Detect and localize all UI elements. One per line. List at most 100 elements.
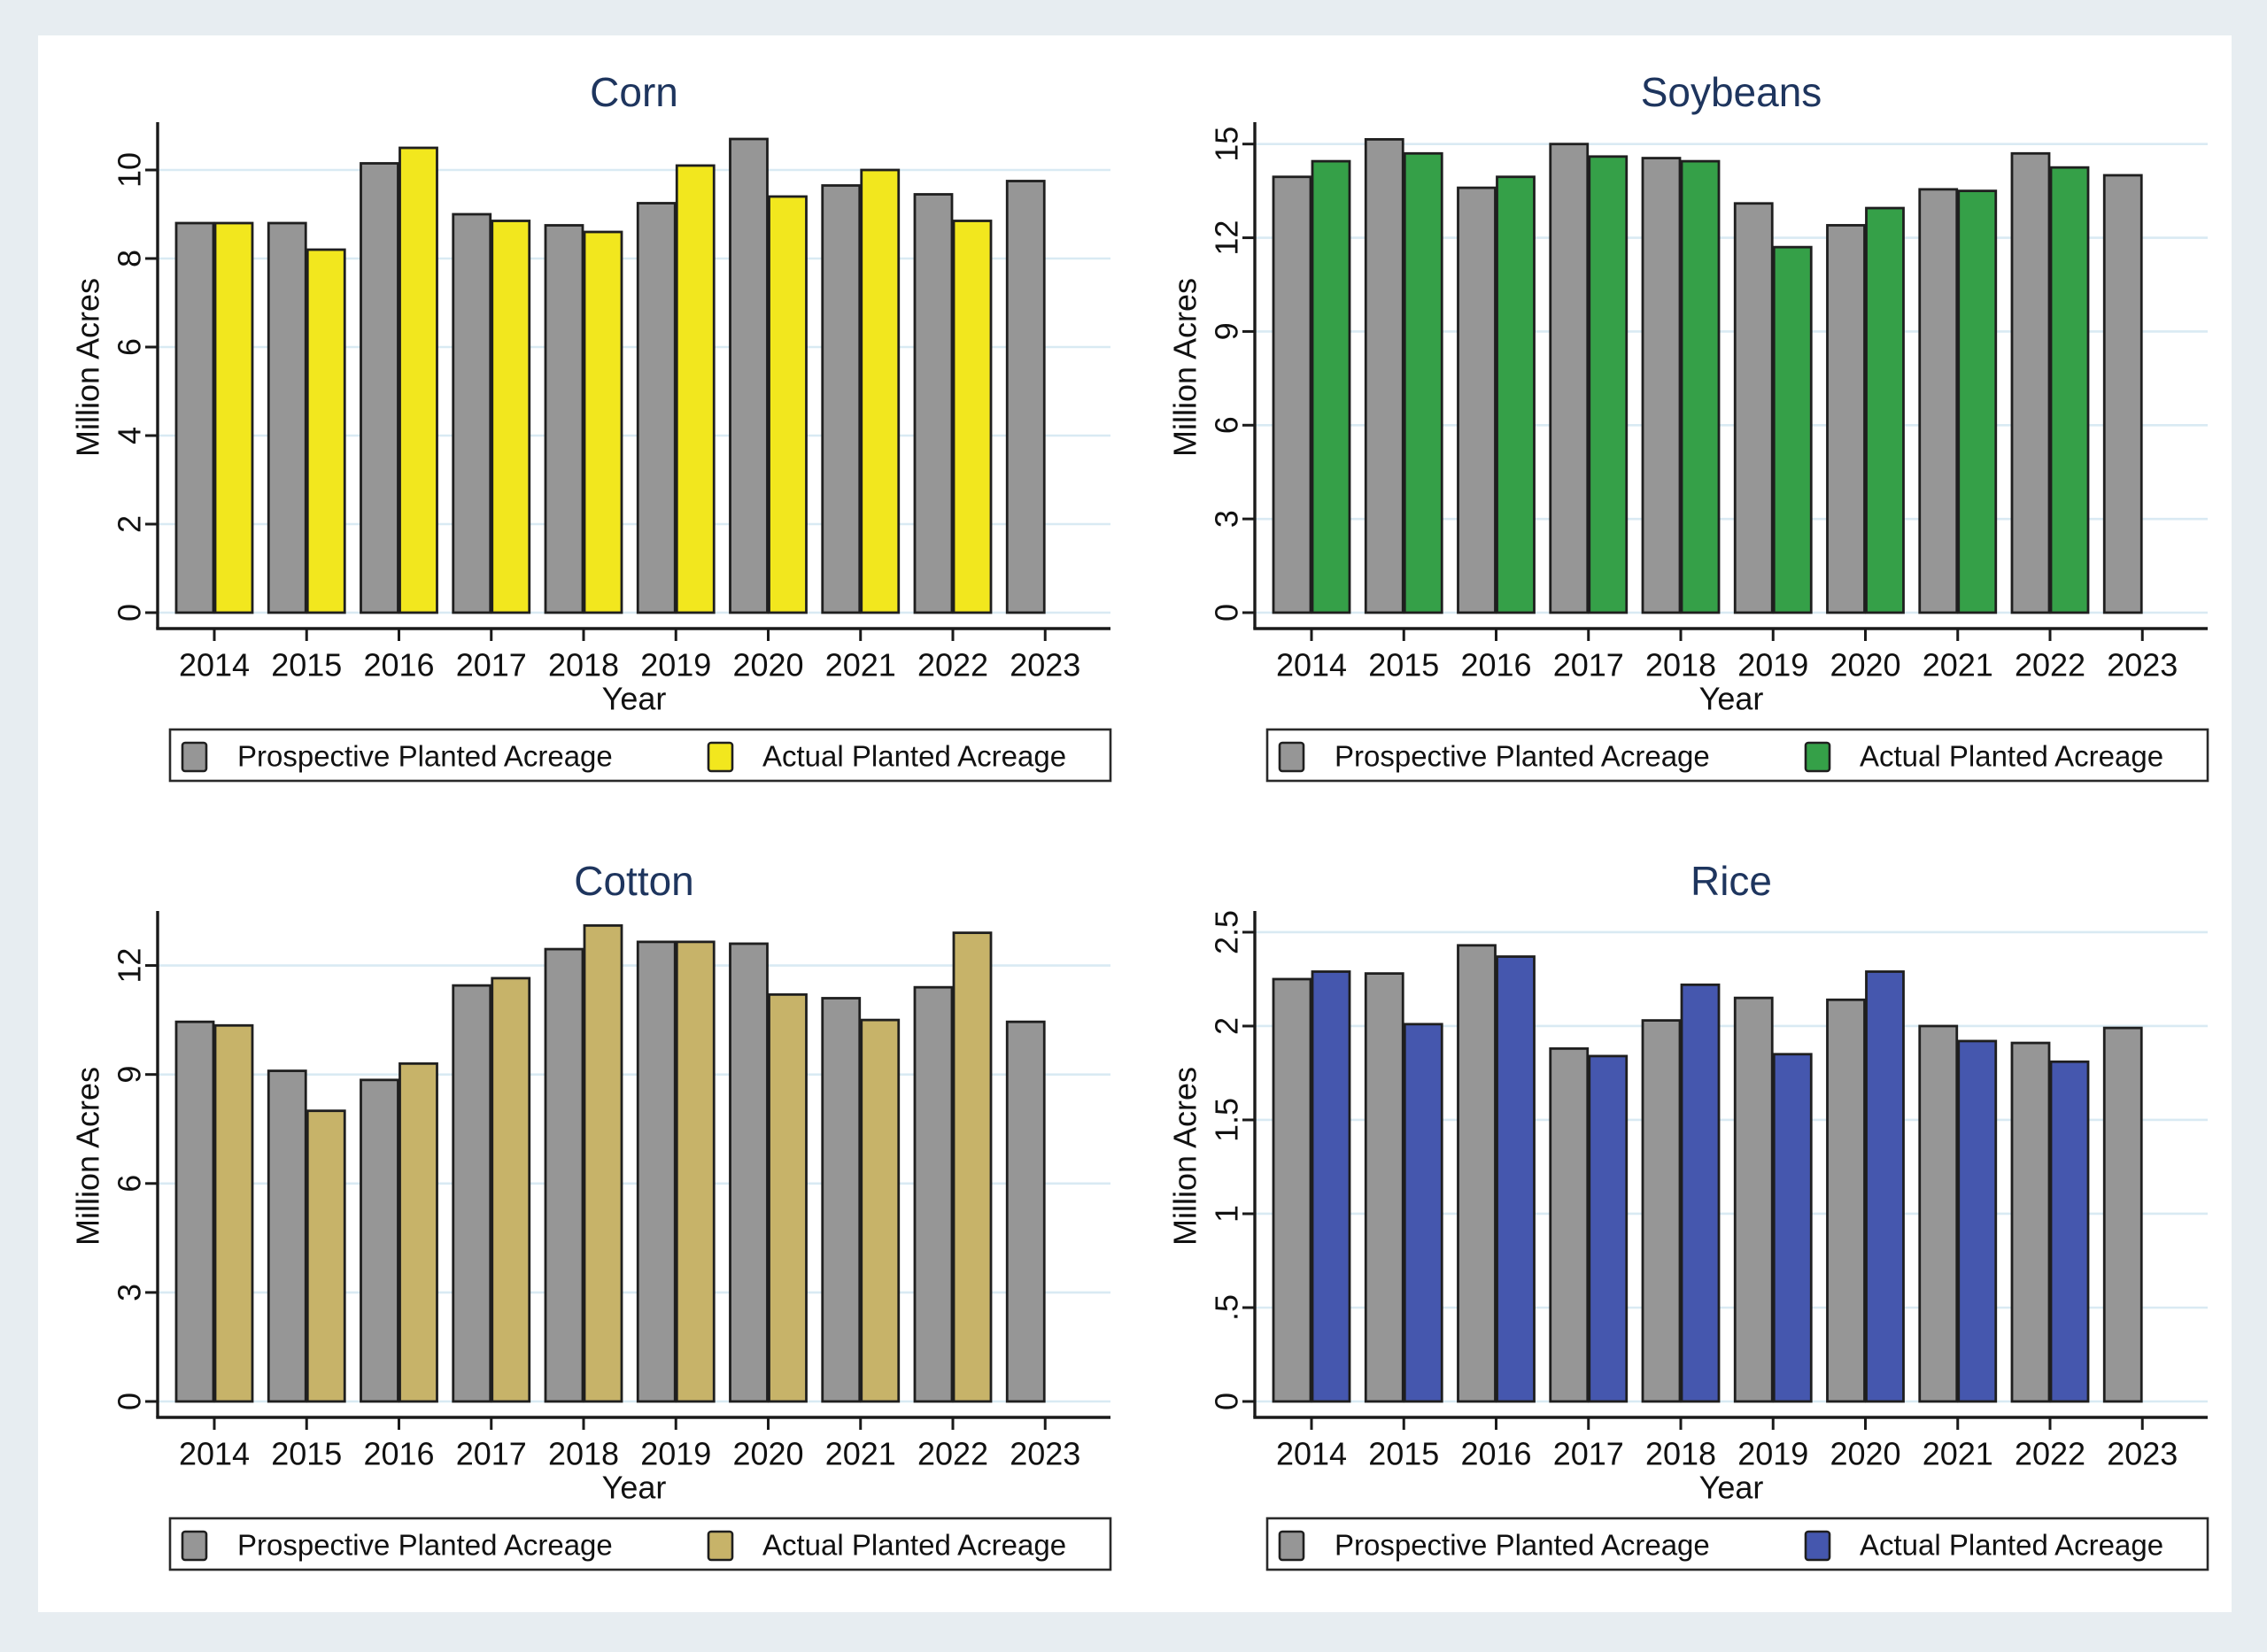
corn-y-ticks: 0 2 4 6 8 10 bbox=[112, 152, 158, 621]
cotton-bar-2014-actual bbox=[213, 1023, 254, 1403]
corn-y-tick-label-3: 6 bbox=[112, 338, 148, 356]
soybeans-bar-2022-prospective bbox=[2010, 151, 2051, 614]
cotton-bar-2020-prospective bbox=[729, 942, 769, 1403]
corn-bar-2019-actual bbox=[675, 164, 716, 614]
cotton-bar-2016-actual bbox=[398, 1061, 438, 1403]
rice-legend-label-actual: Actual Planted Acreage bbox=[1860, 1529, 2163, 1562]
rice-legend-box bbox=[1265, 1517, 2209, 1571]
soybeans-y-axis-title: Million Acres bbox=[1167, 278, 1203, 457]
corn-bar-2019-prospective bbox=[636, 202, 677, 614]
corn-title: Corn bbox=[590, 69, 678, 115]
cotton-bar-2016-prospective bbox=[360, 1078, 399, 1403]
rice-legend: Prospective Planted Acreage Actual Plante… bbox=[1265, 1517, 2209, 1571]
rice-y-tick-label-4: 2 bbox=[1209, 1017, 1245, 1035]
soybeans-y-ticks: 0 3 6 9 12 15 bbox=[1209, 127, 1255, 621]
corn-bar-2022-prospective bbox=[913, 193, 954, 614]
corn-y-tick-label-5: 10 bbox=[112, 152, 148, 188]
soybeans-legend: Prospective Planted Acreage Actual Plante… bbox=[1265, 728, 2209, 783]
cotton-y-ticks: 0 3 6 9 12 bbox=[112, 948, 158, 1410]
soybeans-bar-2023-prospective bbox=[2102, 174, 2143, 614]
rice-chart-panel: 0 .5 1 1.5 2 2.5 Million Acres 2014 2015 2016 2017… bbox=[1167, 858, 2209, 1571]
corn-chart-panel: 0 2 4 6 8 10 Million Acres 2014 2015 2016 2017 2018… bbox=[70, 69, 1112, 783]
cotton-bar-2018-actual bbox=[583, 924, 623, 1403]
corn-x-tick-label-2016: 2016 bbox=[363, 647, 434, 683]
cotton-y-tick-label-3: 9 bbox=[112, 1066, 148, 1084]
cotton-x-ticks: 2014 2015 2016 2017 2018 2019 2020 2021 2022 2023 bbox=[179, 1417, 1080, 1472]
soybeans-bar-2021-actual bbox=[1957, 189, 1998, 614]
soybeans-y-tick-label-1: 3 bbox=[1209, 510, 1245, 528]
soybeans-legend-label-actual: Actual Planted Acreage bbox=[1860, 740, 2163, 773]
soybeans-bar-2020-actual bbox=[1865, 206, 1905, 614]
soybeans-x-ticks: 2014 2015 2016 2017 2018 2019 2020 2021 2022 2023 bbox=[1276, 629, 2178, 683]
corn-x-tick-label-2017: 2017 bbox=[456, 647, 527, 683]
cotton-x-tick-label-2020: 2020 bbox=[732, 1436, 803, 1472]
rice-y-tick-label-5: 2.5 bbox=[1209, 910, 1245, 954]
rice-x-tick-label-2015: 2015 bbox=[1368, 1436, 1439, 1472]
rice-y-ticks: 0 .5 1 1.5 2 2.5 bbox=[1209, 910, 1255, 1410]
corn-y-tick-label-0: 0 bbox=[112, 604, 148, 621]
cotton-bar-2015-actual bbox=[306, 1109, 346, 1403]
rice-y-tick-label-0: 0 bbox=[1209, 1393, 1245, 1410]
cotton-legend-swatch-prospective bbox=[181, 1530, 208, 1562]
rice-x-tick-label-2016: 2016 bbox=[1460, 1436, 1531, 1472]
corn-bar-2017-prospective bbox=[452, 212, 492, 614]
rice-bar-2020-prospective bbox=[1826, 998, 1866, 1403]
cotton-bar-2014-prospective bbox=[174, 1020, 215, 1403]
rice-legend-swatch-actual bbox=[1804, 1530, 1831, 1562]
rice-legend-swatch-prospective bbox=[1278, 1530, 1305, 1562]
cotton-legend: Prospective Planted Acreage Actual Plante… bbox=[168, 1517, 1112, 1571]
cotton-bar-2017-prospective bbox=[452, 984, 492, 1403]
soybeans-bar-2014-prospective bbox=[1272, 175, 1312, 614]
rice-x-tick-label-2023: 2023 bbox=[2107, 1436, 2178, 1472]
soybeans-x-tick-label-2020: 2020 bbox=[1830, 647, 1900, 683]
corn-x-tick-label-2015: 2015 bbox=[271, 647, 342, 683]
cotton-bar-2017-actual bbox=[491, 977, 531, 1403]
cotton-y-tick-label-0: 0 bbox=[112, 1393, 148, 1410]
rice-bar-2019-prospective bbox=[1733, 996, 1774, 1403]
soybeans-x-tick-label-2021: 2021 bbox=[1923, 647, 1993, 683]
soybeans-bar-2018-actual bbox=[1680, 159, 1721, 614]
cotton-legend-label-prospective: Prospective Planted Acreage bbox=[237, 1529, 613, 1562]
rice-bar-2021-actual bbox=[1957, 1039, 1998, 1403]
rice-y-axis-title: Million Acres bbox=[1167, 1067, 1203, 1246]
corn-y-axis-title: Million Acres bbox=[70, 278, 106, 457]
cotton-legend-swatch-actual bbox=[707, 1530, 734, 1562]
cotton-title: Cotton bbox=[574, 858, 694, 904]
corn-bar-2017-actual bbox=[491, 220, 531, 614]
corn-bar-2021-actual bbox=[860, 168, 901, 614]
soybeans-y-tick-label-5: 15 bbox=[1209, 127, 1245, 162]
cotton-legend-box bbox=[168, 1517, 1112, 1571]
cotton-y-tick-label-2: 6 bbox=[112, 1175, 148, 1193]
corn-legend: Prospective Planted Acreage Actual Plante… bbox=[168, 728, 1112, 783]
corn-x-tick-label-2023: 2023 bbox=[1010, 647, 1080, 683]
corn-bar-2016-actual bbox=[398, 146, 438, 614]
rice-bar-2017-actual bbox=[1588, 1054, 1629, 1403]
soybeans-y-tick-label-0: 0 bbox=[1209, 604, 1245, 621]
cotton-y-tick-label-1: 3 bbox=[112, 1284, 148, 1301]
corn-bar-2018-actual bbox=[583, 230, 623, 614]
soybeans-title: Soybeans bbox=[1641, 69, 1822, 115]
corn-y-tick-label-1: 2 bbox=[112, 515, 148, 533]
rice-x-tick-label-2022: 2022 bbox=[2015, 1436, 2085, 1472]
cotton-bar-2020-actual bbox=[768, 992, 808, 1403]
soybeans-bar-2017-actual bbox=[1588, 155, 1629, 614]
rice-x-tick-label-2019: 2019 bbox=[1737, 1436, 1808, 1472]
corn-y-tick-label-4: 8 bbox=[112, 250, 148, 267]
corn-legend-swatch-prospective bbox=[181, 741, 208, 773]
rice-bar-2021-prospective bbox=[1918, 1024, 1959, 1403]
corn-x-ticks: 2014 2015 2016 2017 2018 2019 2020 2021 2022 2023 bbox=[179, 629, 1080, 683]
rice-bar-2015-prospective bbox=[1364, 972, 1404, 1403]
rice-x-tick-label-2014: 2014 bbox=[1276, 1436, 1347, 1472]
rice-title: Rice bbox=[1691, 858, 1772, 904]
rice-bar-2018-prospective bbox=[1641, 1019, 1682, 1403]
soybeans-x-tick-label-2017: 2017 bbox=[1553, 647, 1624, 683]
soybeans-bar-2022-actual bbox=[2049, 166, 2090, 614]
soybeans-x-tick-label-2014: 2014 bbox=[1276, 647, 1347, 683]
corn-bar-2015-prospective bbox=[267, 221, 307, 614]
rice-bar-2018-actual bbox=[1680, 983, 1721, 1403]
cotton-bar-2015-prospective bbox=[267, 1069, 307, 1403]
